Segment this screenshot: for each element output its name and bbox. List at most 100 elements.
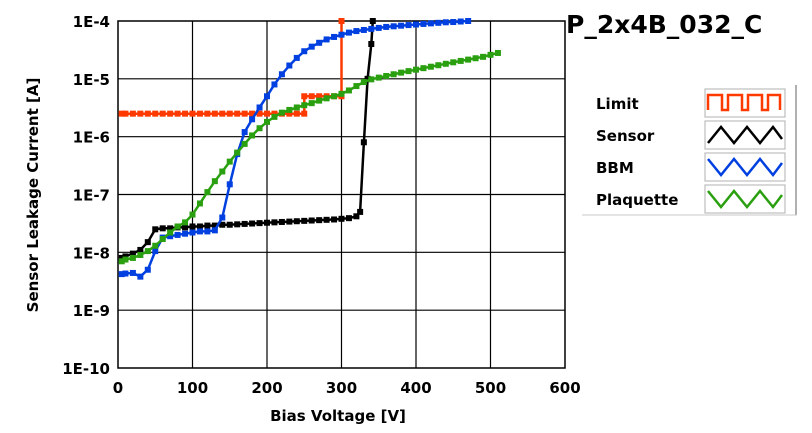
y-tick-label: 1E-4	[73, 13, 110, 31]
legend-swatch-bbm	[704, 152, 786, 182]
y-tick-label: 1E-7	[73, 187, 110, 205]
data-point-sensor	[308, 217, 315, 224]
data-point-bbm	[442, 19, 449, 26]
x-tick-label: 200	[251, 379, 282, 397]
legend-label-plaquette: Plaquette	[596, 191, 678, 209]
data-point-plaquette	[420, 65, 427, 72]
data-point-limit	[256, 110, 263, 117]
data-point-bbm	[271, 81, 278, 88]
data-point-plaquette	[398, 69, 405, 76]
data-point-bbm	[211, 227, 218, 234]
data-point-sensor	[293, 218, 300, 225]
data-point-sensor	[219, 221, 226, 228]
data-point-bbm	[219, 214, 226, 221]
data-point-bbm	[457, 18, 464, 25]
data-point-plaquette	[167, 229, 174, 236]
data-point-sensor	[286, 218, 293, 225]
data-point-plaquette	[189, 211, 196, 218]
series-layer	[118, 18, 501, 280]
data-point-bbm	[174, 231, 181, 238]
data-point-bbm	[338, 31, 345, 38]
data-point-plaquette	[368, 76, 375, 83]
data-point-bbm	[383, 23, 390, 30]
legend-label-limit: Limit	[596, 95, 639, 113]
data-point-plaquette	[427, 63, 434, 70]
data-point-plaquette	[323, 95, 330, 102]
data-point-plaquette	[442, 60, 449, 67]
data-point-bbm	[368, 25, 375, 32]
data-point-limit	[249, 110, 256, 117]
data-point-plaquette	[182, 219, 189, 226]
data-point-bbm	[345, 29, 352, 36]
x-tick-label: 0	[113, 379, 123, 397]
data-point-plaquette	[345, 87, 352, 94]
data-point-sensor	[271, 219, 278, 226]
data-point-plaquette	[435, 62, 442, 69]
data-point-plaquette	[211, 178, 218, 185]
data-point-bbm	[256, 104, 263, 111]
x-tick-label: 100	[177, 379, 208, 397]
data-point-limit	[182, 110, 189, 117]
data-point-plaquette	[118, 258, 125, 265]
legend: Limit Sensor BBM Plaquette	[582, 85, 797, 216]
data-point-limit	[316, 93, 323, 100]
data-point-plaquette	[383, 72, 390, 79]
data-point-plaquette	[465, 56, 472, 63]
data-point-plaquette	[249, 132, 256, 139]
data-point-plaquette	[316, 97, 323, 104]
y-tick-label: 1E-6	[73, 129, 110, 147]
data-point-limit	[152, 110, 159, 117]
data-point-plaquette	[122, 256, 129, 263]
data-point-bbm	[226, 181, 233, 188]
data-point-bbm	[390, 23, 397, 30]
data-point-plaquette	[129, 254, 136, 261]
data-point-limit	[211, 110, 218, 117]
data-point-sensor	[323, 216, 330, 223]
data-point-bbm	[405, 22, 412, 29]
data-point-bbm	[450, 19, 457, 26]
data-point-limit	[159, 110, 166, 117]
data-point-limit	[174, 110, 181, 117]
y-tick-label: 1E-8	[73, 244, 110, 262]
data-point-bbm	[308, 43, 315, 50]
data-point-bbm	[323, 36, 330, 43]
data-point-bbm	[331, 33, 338, 40]
x-tick-label: 300	[326, 379, 357, 397]
data-point-sensor	[129, 250, 136, 257]
data-point-plaquette	[405, 68, 412, 75]
data-point-plaquette	[226, 158, 233, 165]
data-point-plaquette	[234, 149, 241, 156]
data-point-plaquette	[264, 118, 270, 125]
data-point-limit	[122, 110, 129, 117]
data-point-bbm	[264, 93, 270, 100]
data-point-sensor	[137, 246, 144, 253]
data-point-bbm	[301, 48, 308, 55]
data-point-sensor	[118, 254, 125, 261]
data-point-bbm	[204, 228, 211, 235]
data-point-limit	[129, 110, 136, 117]
legend-symbol-limit	[706, 93, 782, 112]
legend-symbol-plaquette	[707, 189, 783, 210]
data-point-plaquette	[278, 109, 285, 116]
series-bbm	[118, 18, 472, 280]
data-point-limit	[167, 110, 174, 117]
data-point-plaquette	[472, 55, 479, 62]
data-point-limit	[196, 110, 203, 117]
data-point-limit	[118, 110, 125, 117]
data-point-limit	[189, 110, 196, 117]
data-point-bbm	[122, 270, 129, 277]
data-point-limit	[271, 110, 278, 117]
data-point-plaquette	[271, 113, 278, 120]
data-point-limit	[338, 18, 345, 24]
series-plaquette	[118, 49, 501, 265]
data-point-sensor	[182, 224, 189, 231]
data-point-bbm	[465, 18, 472, 24]
data-point-sensor	[368, 41, 375, 48]
data-point-sensor	[360, 139, 367, 146]
data-point-plaquette	[390, 71, 397, 78]
data-point-sensor	[196, 223, 203, 230]
data-point-bbm	[375, 24, 382, 31]
data-point-sensor	[357, 208, 364, 215]
data-point-bbm	[413, 21, 419, 28]
data-point-limit	[308, 93, 315, 100]
